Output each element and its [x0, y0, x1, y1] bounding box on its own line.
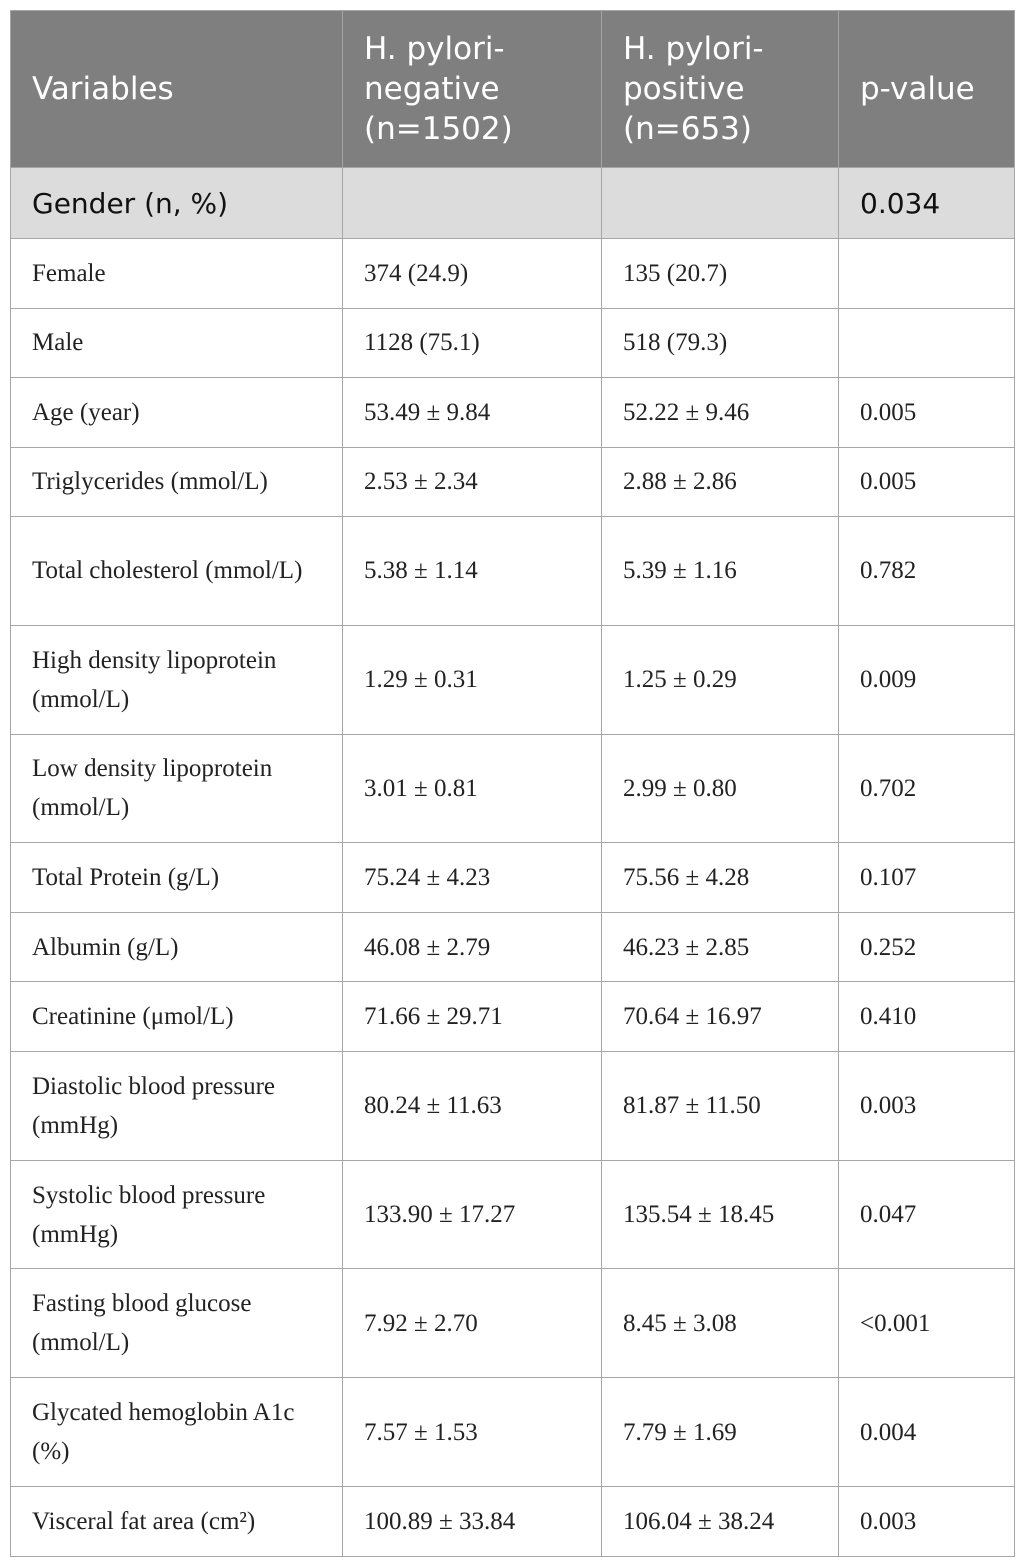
- cell: 100.89 ± 33.84: [342, 1486, 602, 1557]
- cell: 135 (20.7): [601, 238, 839, 309]
- cell: 0.004: [838, 1377, 1015, 1488]
- cell: Low density lipoprotein (mmol/L): [10, 733, 343, 844]
- table-row: Albumin (g/L) 46.08 ± 2.79 46.23 ± 2.85 0.2…: [10, 911, 1015, 983]
- cell: 518 (79.3): [601, 307, 839, 378]
- empty-cell: [342, 167, 602, 239]
- cell: 106.04 ± 38.24: [601, 1486, 839, 1557]
- table-row: Male 1128 (75.1) 518 (79.3): [10, 307, 1015, 378]
- cell: 7.92 ± 2.70: [342, 1268, 602, 1379]
- group-row: Gender (n, %) 0.034: [10, 167, 1015, 239]
- table-row: Diastolic blood pressure (mmHg) 80.24 ± 1…: [10, 1050, 1015, 1161]
- cell: High density lipoprotein (mmol/L): [10, 624, 343, 735]
- cell: 5.39 ± 1.16: [601, 516, 839, 626]
- cell: 0.047: [838, 1159, 1015, 1270]
- cell: 0.107: [838, 842, 1015, 913]
- cell: 0.410: [838, 981, 1015, 1052]
- cell: Visceral fat area (cm²): [10, 1486, 343, 1557]
- cell: 374 (24.9): [342, 238, 602, 309]
- cell: 0.005: [838, 446, 1015, 517]
- cell: 53.49 ± 9.84: [342, 377, 602, 448]
- table-row: Creatinine (μmol/L) 71.66 ± 29.71 70.64 ± …: [10, 981, 1015, 1052]
- cell: 1128 (75.1): [342, 307, 602, 378]
- cell: 1.29 ± 0.31: [342, 624, 602, 735]
- cell: 0.702: [838, 733, 1015, 844]
- table-row: Fasting blood glucose (mmol/L) 7.92 ± 2.7…: [10, 1268, 1015, 1379]
- cell: 52.22 ± 9.46: [601, 377, 839, 448]
- cell: 5.38 ± 1.14: [342, 516, 602, 626]
- cell: 1.25 ± 0.29: [601, 624, 839, 735]
- cell: Triglycerides (mmol/L): [10, 446, 343, 517]
- cell: 81.87 ± 11.50: [601, 1050, 839, 1161]
- cell: 3.01 ± 0.81: [342, 733, 602, 844]
- cell: 7.79 ± 1.69: [601, 1377, 839, 1488]
- cell: 70.64 ± 16.97: [601, 981, 839, 1052]
- cell: Creatinine (μmol/L): [10, 981, 343, 1052]
- header-cell: Variables: [10, 10, 343, 168]
- header-row: Variables H. pylori-negative (n=1502) H. p…: [10, 10, 1015, 168]
- table-body: Gender (n, %) 0.034 Female 374 (24.9) 135 (2…: [10, 167, 1015, 1557]
- cell: 0.252: [838, 911, 1015, 983]
- table-row: Systolic blood pressure (mmHg) 133.90 ± 1…: [10, 1159, 1015, 1270]
- table-row: Triglycerides (mmol/L) 2.53 ± 2.34 2.88 ± …: [10, 446, 1015, 517]
- table-row: Total cholesterol (mmol/L) 5.38 ± 1.14 5.3…: [10, 516, 1015, 626]
- table-row: Glycated hemoglobin A1c (%) 7.57 ± 1.53 7.…: [10, 1377, 1015, 1488]
- table-row: High density lipoprotein (mmol/L) 1.29 ± …: [10, 624, 1015, 735]
- cell: Systolic blood pressure (mmHg): [10, 1159, 343, 1270]
- cell: 80.24 ± 11.63: [342, 1050, 602, 1161]
- table-row: Total Protein (g/L) 75.24 ± 4.23 75.56 ± 4…: [10, 842, 1015, 913]
- table-row: Low density lipoprotein (mmol/L) 3.01 ± 0…: [10, 733, 1015, 844]
- cell: 46.23 ± 2.85: [601, 911, 839, 983]
- cell: 0.003: [838, 1050, 1015, 1161]
- group-label: Gender (n, %): [10, 167, 343, 239]
- table-row: Female 374 (24.9) 135 (20.7): [10, 238, 1015, 309]
- cell: <0.001: [838, 1268, 1015, 1379]
- cell: Total cholesterol (mmol/L): [10, 516, 343, 626]
- empty-cell: [838, 238, 1015, 309]
- cell: Total Protein (g/L): [10, 842, 343, 913]
- data-table: Variables H. pylori-negative (n=1502) H. p…: [10, 10, 1015, 1557]
- header-cell: H. pylori-positive (n=653): [601, 10, 839, 168]
- cell: 75.56 ± 4.28: [601, 842, 839, 913]
- cell: 71.66 ± 29.71: [342, 981, 602, 1052]
- cell: 7.57 ± 1.53: [342, 1377, 602, 1488]
- header-cell: p-value: [838, 10, 1015, 168]
- cell: 75.24 ± 4.23: [342, 842, 602, 913]
- empty-cell: [601, 167, 839, 239]
- cell: 0.003: [838, 1486, 1015, 1557]
- cell: Age (year): [10, 377, 343, 448]
- cell: 2.88 ± 2.86: [601, 446, 839, 517]
- cell: Albumin (g/L): [10, 911, 343, 983]
- empty-cell: [838, 307, 1015, 378]
- cell: Diastolic blood pressure (mmHg): [10, 1050, 343, 1161]
- header-cell: H. pylori-negative (n=1502): [342, 10, 602, 168]
- table-row: Age (year) 53.49 ± 9.84 52.22 ± 9.46 0.005: [10, 377, 1015, 448]
- cell: 2.53 ± 2.34: [342, 446, 602, 517]
- cell: Male: [10, 307, 343, 378]
- cell: 135.54 ± 18.45: [601, 1159, 839, 1270]
- table-row: Visceral fat area (cm²) 100.89 ± 33.84 106…: [10, 1486, 1015, 1557]
- cell: Female: [10, 238, 343, 309]
- cell: Fasting blood glucose (mmol/L): [10, 1268, 343, 1379]
- cell: 0.009: [838, 624, 1015, 735]
- cell: 2.99 ± 0.80: [601, 733, 839, 844]
- cell: Glycated hemoglobin A1c (%): [10, 1377, 343, 1488]
- cell: 133.90 ± 17.27: [342, 1159, 602, 1270]
- cell: 0.005: [838, 377, 1015, 448]
- cell: 8.45 ± 3.08: [601, 1268, 839, 1379]
- cell: 0.782: [838, 516, 1015, 626]
- p-value: 0.034: [838, 167, 1015, 239]
- cell: 46.08 ± 2.79: [342, 911, 602, 983]
